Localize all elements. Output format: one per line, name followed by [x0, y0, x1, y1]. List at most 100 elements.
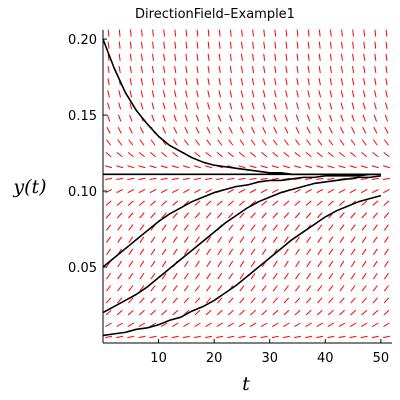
field-segment: [139, 285, 145, 292]
field-segment: [274, 78, 277, 86]
field-segment: [251, 126, 256, 134]
field-segment: [139, 224, 145, 231]
field-segment: [284, 126, 289, 134]
field-segment: [129, 78, 132, 86]
field-segment: [260, 188, 268, 194]
field-segment: [183, 139, 189, 146]
field-segment: [327, 200, 334, 206]
x-ticks: 10 20 30 40 50: [150, 339, 389, 366]
field-segment: [138, 322, 146, 327]
field-segment: [116, 297, 123, 304]
field-segment: [272, 260, 278, 268]
field-segment: [385, 78, 388, 86]
field-segment: [205, 188, 212, 194]
field-segment: [138, 165, 146, 169]
field-segment: [339, 212, 345, 219]
field-segment: [339, 309, 345, 316]
field-segment: [295, 260, 300, 268]
field-segment: [207, 78, 210, 86]
field-segment: [228, 272, 234, 280]
field-segment: [216, 322, 223, 327]
field-segment: [371, 165, 379, 169]
field-segment: [361, 224, 367, 231]
field-segment: [329, 41, 332, 49]
field-segment: [106, 248, 111, 256]
field-segment: [384, 114, 389, 122]
field-segment: [294, 165, 302, 169]
field-segment: [206, 139, 212, 146]
field-segment: [294, 152, 301, 158]
field-segment: [328, 260, 334, 268]
field-segment: [305, 212, 312, 219]
field-segment: [263, 65, 266, 74]
field-segment: [285, 29, 288, 37]
field-segment: [217, 236, 223, 243]
field-segment: [339, 224, 345, 231]
field-segment: [239, 297, 245, 304]
field-segment: [351, 114, 355, 122]
field-segment: [361, 285, 367, 292]
field-segment: [206, 236, 212, 243]
field-segment: [282, 165, 290, 169]
field-segment: [318, 41, 321, 49]
field-segment: [272, 224, 278, 231]
field-segment: [227, 309, 234, 316]
field-segment: [117, 114, 122, 122]
field-segment: [206, 272, 211, 280]
field-segment: [238, 335, 246, 339]
field-segment: [263, 53, 266, 61]
field-segment: [372, 309, 379, 316]
field-segment: [351, 126, 356, 134]
field-segment: [305, 188, 312, 194]
field-segment: [260, 165, 268, 169]
field-segment: [239, 309, 245, 316]
field-segment: [240, 114, 244, 122]
field-segment: [261, 309, 268, 316]
field-segment: [250, 248, 256, 256]
field-segment: [384, 236, 389, 243]
field-segment: [317, 285, 323, 292]
field-segment: [128, 212, 134, 219]
field-segment: [194, 322, 201, 327]
field-segment: [151, 102, 155, 110]
field-segment: [239, 285, 245, 292]
field-segment: [218, 53, 221, 61]
y-tick-label: 0.15: [68, 109, 97, 124]
field-segment: [128, 272, 134, 280]
field-segment: [196, 102, 199, 110]
field-segment: [118, 53, 121, 61]
field-segment: [307, 53, 310, 61]
field-segment: [195, 114, 200, 122]
field-segment: [149, 177, 157, 180]
field-segment: [227, 152, 234, 158]
field-segment: [206, 260, 211, 268]
field-segment: [329, 29, 332, 37]
field-segment: [363, 78, 366, 86]
field-segment: [327, 335, 335, 339]
field-segment: [229, 114, 233, 122]
field-segment: [327, 152, 334, 158]
field-segment: [193, 177, 202, 180]
field-segment: [105, 309, 112, 316]
field-segment: [117, 139, 123, 146]
field-segment: [338, 152, 346, 158]
field-segment: [106, 114, 111, 122]
field-segment: [196, 53, 199, 61]
field-segment: [140, 65, 143, 74]
field-segment: [172, 212, 178, 219]
field-segment: [274, 29, 277, 37]
field-segment: [138, 152, 145, 158]
field-segment: [149, 335, 157, 339]
field-segment: [149, 322, 157, 327]
field-segment: [329, 53, 332, 61]
field-segment: [106, 272, 111, 280]
field-segment: [372, 200, 379, 206]
field-segment: [360, 165, 368, 169]
field-segment: [116, 322, 123, 327]
field-segment: [217, 285, 223, 292]
field-segment: [371, 177, 379, 180]
field-segment: [107, 53, 110, 61]
field-segment: [250, 139, 256, 146]
field-segment: [163, 53, 166, 61]
